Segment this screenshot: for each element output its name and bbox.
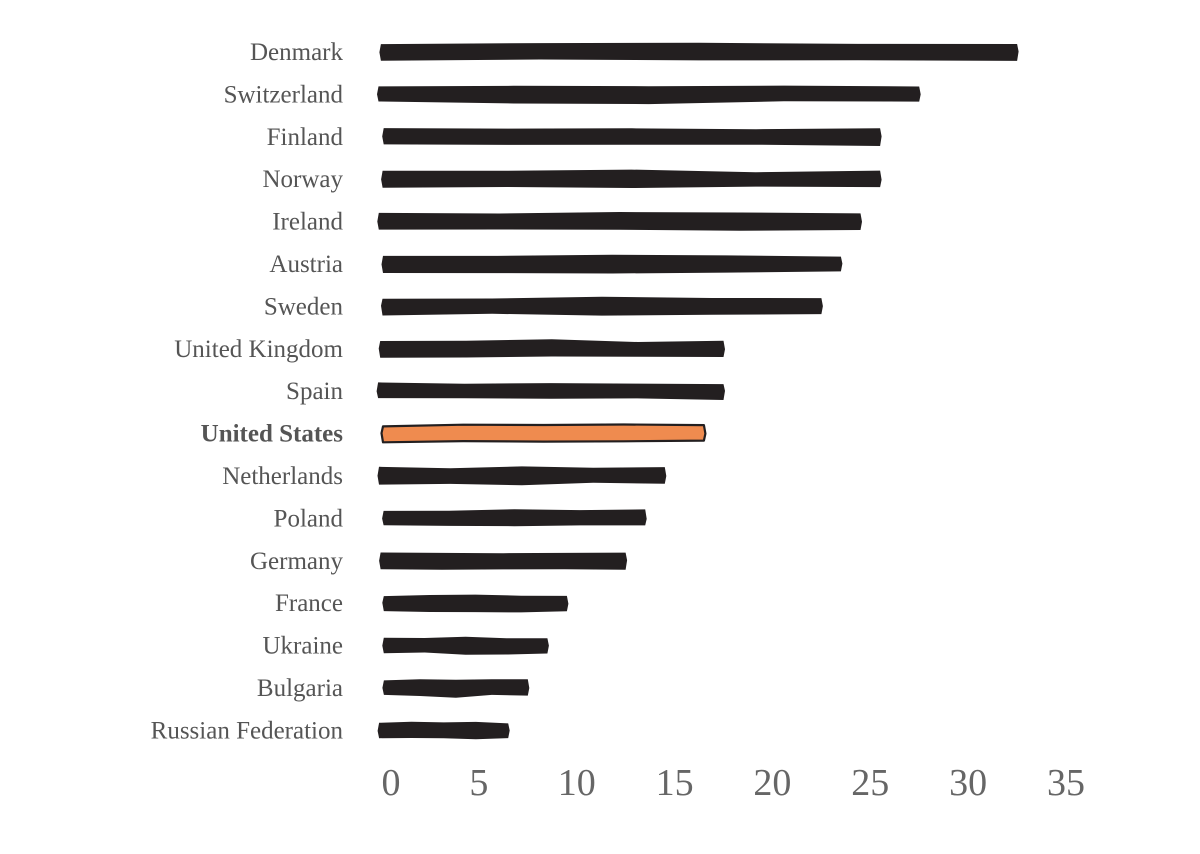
x-tick-label-30: 30 — [949, 762, 987, 804]
bar-united-states — [380, 423, 707, 444]
x-tick-label-5: 5 — [469, 762, 488, 804]
x-tick-label-25: 25 — [851, 762, 889, 804]
x-tick-label-0: 0 — [382, 762, 401, 804]
bar-austria — [381, 254, 843, 274]
bar-germany — [379, 552, 628, 570]
bar-ukraine — [382, 636, 549, 655]
category-label-finland: Finland — [267, 124, 344, 151]
bar-switzerland — [377, 85, 921, 105]
category-label-united-kingdom: United Kingdom — [174, 336, 343, 363]
category-label-ireland: Ireland — [272, 209, 343, 236]
x-tick-label-10: 10 — [558, 762, 596, 804]
bar-norway — [381, 169, 882, 188]
bar-finland — [382, 128, 882, 146]
category-label-spain: Spain — [286, 378, 343, 405]
category-label-switzerland: Switzerland — [224, 81, 344, 108]
category-labels: Denmark Switzerland Finland Norway Ireland Au… — [151, 39, 344, 744]
bar-spain — [376, 382, 725, 400]
bars-layer — [376, 42, 1019, 740]
bar-ireland — [377, 212, 862, 231]
category-label-netherlands: Netherlands — [222, 463, 343, 490]
category-label-denmark: Denmark — [250, 39, 344, 66]
bar-france — [382, 594, 569, 613]
x-tick-label-35: 35 — [1047, 762, 1085, 804]
category-label-norway: Norway — [262, 166, 343, 193]
bar-russian-federation — [377, 721, 510, 740]
category-label-france: France — [275, 590, 343, 617]
bar-united-kingdom — [378, 339, 725, 358]
x-axis-ticks: 0 5 10 15 20 25 30 35 — [382, 762, 1086, 804]
category-label-bulgaria: Bulgaria — [257, 675, 343, 702]
bar-poland — [382, 509, 647, 527]
bar-netherlands — [377, 466, 667, 486]
category-label-poland: Poland — [274, 505, 344, 532]
category-label-ukraine: Ukraine — [262, 633, 343, 660]
category-label-germany: Germany — [250, 548, 344, 575]
x-tick-label-20: 20 — [753, 762, 791, 804]
bar-bulgaria — [382, 679, 530, 698]
bar-sweden — [381, 296, 823, 316]
category-label-sweden: Sweden — [264, 293, 344, 320]
x-tick-label-15: 15 — [656, 762, 694, 804]
category-label-russian-federation: Russian Federation — [151, 717, 344, 744]
category-label-austria: Austria — [269, 251, 343, 278]
bar-denmark — [379, 42, 1019, 61]
category-label-united-states: United States — [201, 421, 344, 448]
